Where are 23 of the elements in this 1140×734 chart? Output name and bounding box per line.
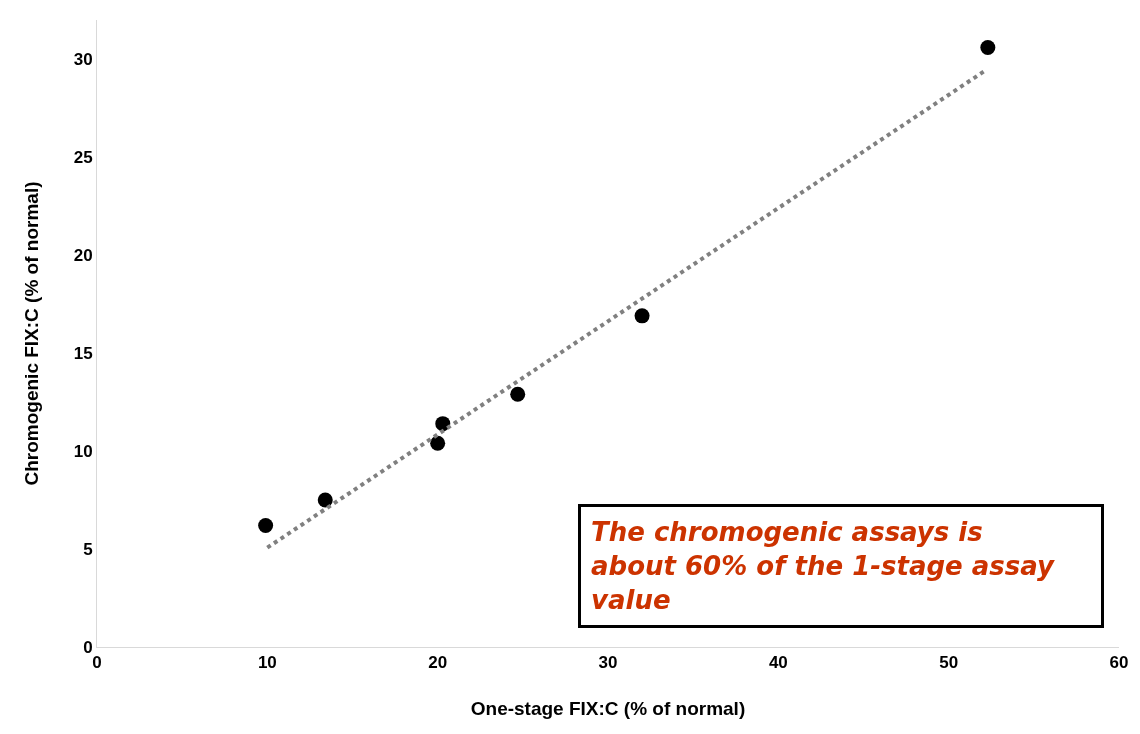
x-tick-label: 40 (768, 653, 788, 673)
y-tick-label: 25 (73, 148, 93, 168)
x-tick-label: 60 (1109, 653, 1129, 673)
y-tick-label: 10 (73, 442, 93, 462)
point (430, 435, 446, 451)
point (980, 39, 996, 55)
x-tick-label: 50 (939, 653, 959, 673)
point (435, 416, 451, 432)
x-axis-title: One-stage FIX:C (% of normal) (470, 698, 746, 720)
x-tick-label: 10 (257, 653, 277, 673)
point (634, 308, 650, 324)
y-tick-label: 15 (73, 344, 93, 364)
point (510, 386, 526, 402)
y-tick-label: 0 (83, 637, 93, 657)
x-tick-label: 30 (598, 653, 618, 673)
point (317, 492, 333, 508)
y-tick-label: 30 (73, 50, 93, 70)
x-tick-label: 20 (428, 653, 448, 673)
y-axis-title: Chromogenic FIX:C (% of normal) (20, 181, 42, 486)
annotation: The chromogenic assays is about 60% of the 1-stage assay value (591, 517, 1056, 615)
y-tick-label: 5 (83, 539, 93, 559)
y-tick-label: 20 (73, 246, 93, 266)
point (258, 518, 274, 534)
